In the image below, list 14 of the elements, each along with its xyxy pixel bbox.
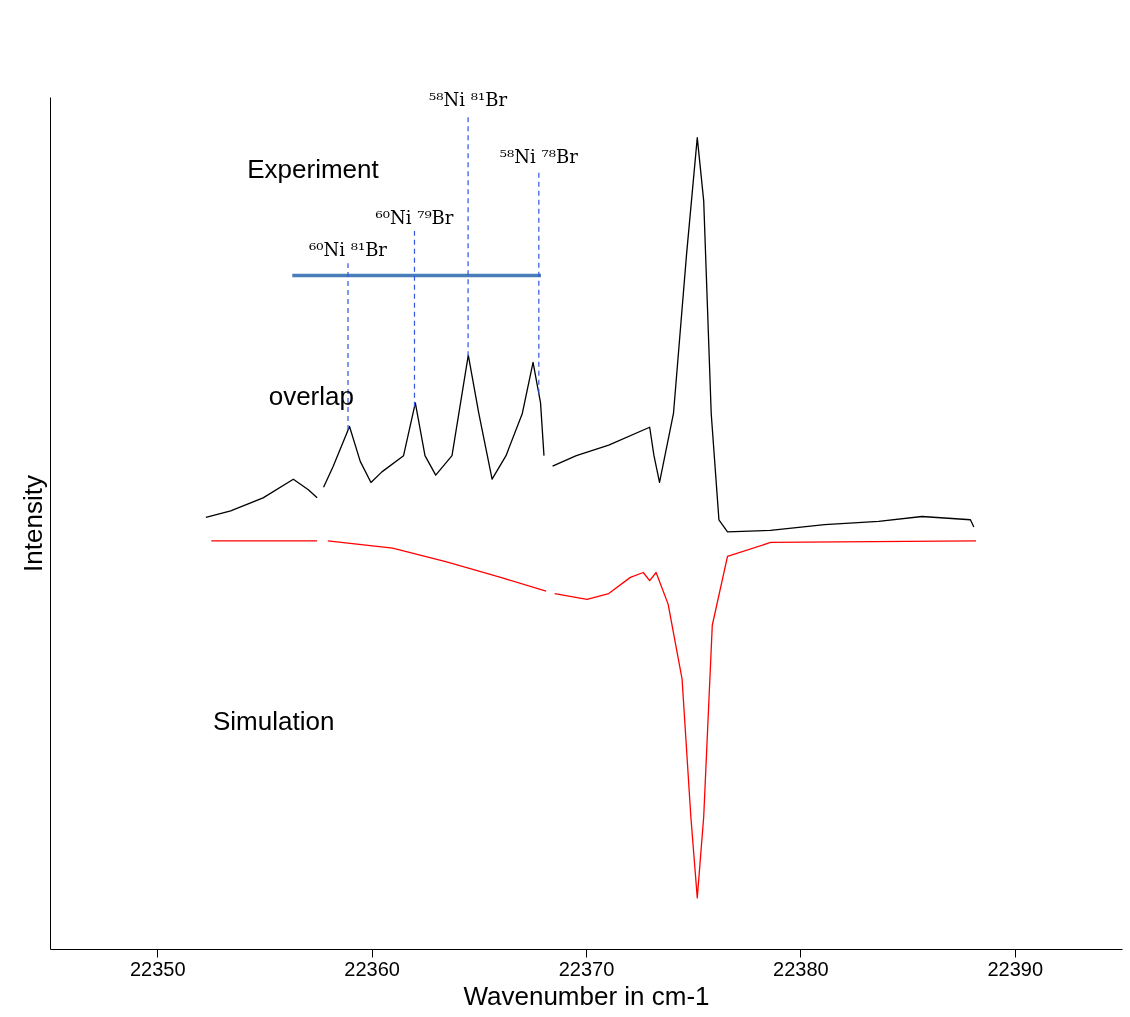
annotation: overlap [268,381,354,412]
ref-line-label: ⁵⁸Ni ⁸¹Br [429,89,508,111]
x-axis-title: Wavenumber in cm-1 [463,980,710,1011]
x-tick-label: 22390 [987,957,1044,980]
x-tick-label: 22370 [558,957,615,980]
annotation: Experiment [247,154,380,185]
ref-line-label: ⁶⁰Ni ⁸¹Br [309,239,388,261]
x-tick-label: 22380 [773,957,829,980]
y-axis-title: Intensity [17,475,48,572]
x-tick-label: 22360 [344,957,400,980]
ref-line-label: ⁵⁸Ni ⁷⁸Br [499,146,579,168]
ref-line-label: ⁶⁰Ni ⁷⁹Br [375,206,454,228]
annotation: Simulation [212,705,335,736]
x-tick-label: 22350 [129,957,186,980]
